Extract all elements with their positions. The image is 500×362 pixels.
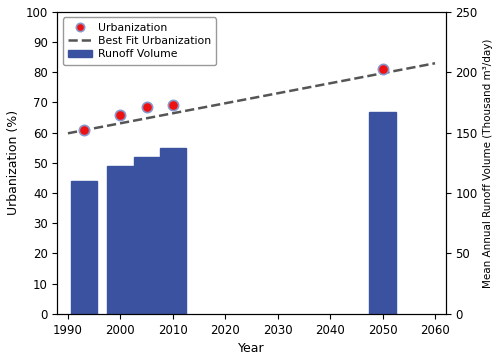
Bar (160, 148, 186, 314)
Point (142, 104, 150, 110)
X-axis label: Year: Year (238, 342, 265, 355)
Y-axis label: Mean Annual Runoff Volume (Thousand m³/day): Mean Annual Runoff Volume (Thousand m³/d… (483, 38, 493, 287)
Point (378, 66, 386, 72)
Legend: Urbanization, Best Fit Urbanization, Runoff Volume: Urbanization, Best Fit Urbanization, Run… (63, 17, 216, 65)
Point (169, 102, 177, 108)
Bar (370, 112, 396, 314)
Bar (70, 181, 97, 314)
Bar (134, 157, 160, 314)
Point (116, 111, 124, 117)
Bar (108, 167, 134, 314)
Point (80, 127, 88, 132)
Y-axis label: Urbanization (%): Urbanization (%) (7, 110, 20, 215)
